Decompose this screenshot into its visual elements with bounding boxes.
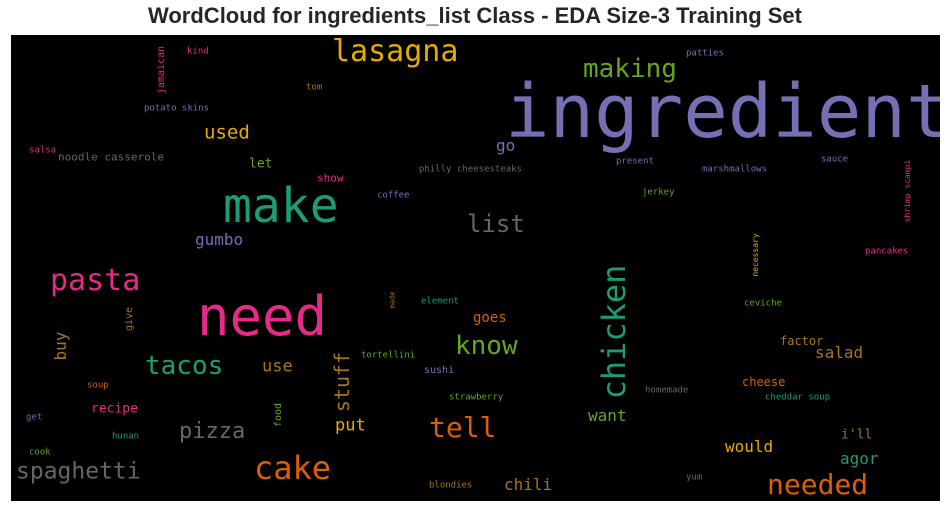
word-food: food — [273, 402, 284, 428]
word-cheddar-soup: cheddar soup — [765, 392, 831, 403]
word-patties: patties — [686, 48, 724, 59]
word-cook: cook — [29, 447, 51, 458]
word-kind: kind — [187, 46, 209, 57]
word-noodle-casserole: noodle casserole — [58, 150, 164, 164]
word-jerkey: jerkey — [642, 187, 675, 198]
word-hunan: hunan — [112, 431, 140, 442]
word-salad: salad — [815, 343, 864, 362]
word-goes: goes — [473, 310, 507, 326]
word-used: used — [204, 121, 250, 144]
word-go: go — [496, 136, 516, 155]
word-pizza: pizza — [179, 419, 246, 444]
word-soup: soup — [87, 380, 109, 391]
word-potato-skins: potato skins — [144, 103, 210, 114]
word-stuff: stuff — [330, 351, 354, 413]
word-agor: agor — [840, 449, 879, 468]
word-i-ll: i'll — [841, 427, 873, 443]
word-blondies: blondies — [429, 480, 473, 491]
word-chicken: chicken — [595, 264, 633, 400]
word-show: show — [317, 171, 344, 185]
word-put: put — [335, 415, 366, 436]
word-tacos: tacos — [145, 351, 224, 381]
word-homemade: homemade — [645, 385, 689, 396]
word-want: want — [588, 406, 627, 425]
word-give: give — [124, 306, 135, 332]
word-tom: tom — [306, 82, 323, 93]
word-necessary: necessary — [751, 233, 760, 277]
word-buy: buy — [51, 331, 70, 361]
word-cake: cake — [254, 449, 332, 487]
word-yum: yum — [686, 472, 703, 483]
word-made: made — [388, 291, 397, 309]
word-strawberry: strawberry — [449, 392, 504, 403]
word-coffee: coffee — [377, 190, 410, 201]
word-element: element — [421, 296, 459, 307]
word-making: making — [583, 54, 677, 84]
word-philly-cheesesteaks: philly cheesesteaks — [419, 164, 522, 175]
word-jamaican: jamaican — [156, 45, 167, 95]
word-need: need — [197, 285, 328, 348]
word-shrimp-scampi: shrimp scampi — [903, 159, 912, 223]
word-needed: needed — [767, 468, 869, 501]
word-pancakes: pancakes — [865, 246, 909, 257]
word-let: let — [249, 156, 273, 172]
word-salsa: salsa — [29, 145, 57, 156]
word-tell: tell — [429, 411, 497, 444]
word-list: list — [467, 210, 525, 238]
word-recipe: recipe — [91, 401, 138, 417]
word-would: would — [725, 437, 774, 456]
word-ceviche: ceviche — [744, 298, 782, 309]
word-chili: chili — [504, 475, 553, 494]
word-sauce: sauce — [821, 154, 849, 165]
word-make: make — [223, 178, 339, 234]
word-pasta: pasta — [50, 263, 141, 298]
chart-title: WordCloud for ingredients_list Class - E… — [148, 3, 802, 28]
word-gumbo: gumbo — [195, 230, 244, 249]
word-marshmallows: marshmallows — [702, 164, 768, 175]
word-cheese: cheese — [742, 375, 786, 389]
word-spaghetti: spaghetti — [16, 458, 141, 485]
word-tortellini: tortellini — [361, 350, 416, 361]
word-sushi: sushi — [424, 365, 455, 376]
word-get: get — [26, 412, 43, 423]
word-factor: factor — [780, 334, 824, 348]
word-present: present — [616, 156, 654, 167]
wordcloud-canvas: ingredient need make chicken lasagna cake past… — [11, 35, 940, 501]
word-use: use — [262, 356, 293, 377]
word-lasagna: lasagna — [332, 35, 459, 69]
word-ingredient: ingredient — [505, 69, 940, 155]
word-know: know — [455, 331, 518, 361]
